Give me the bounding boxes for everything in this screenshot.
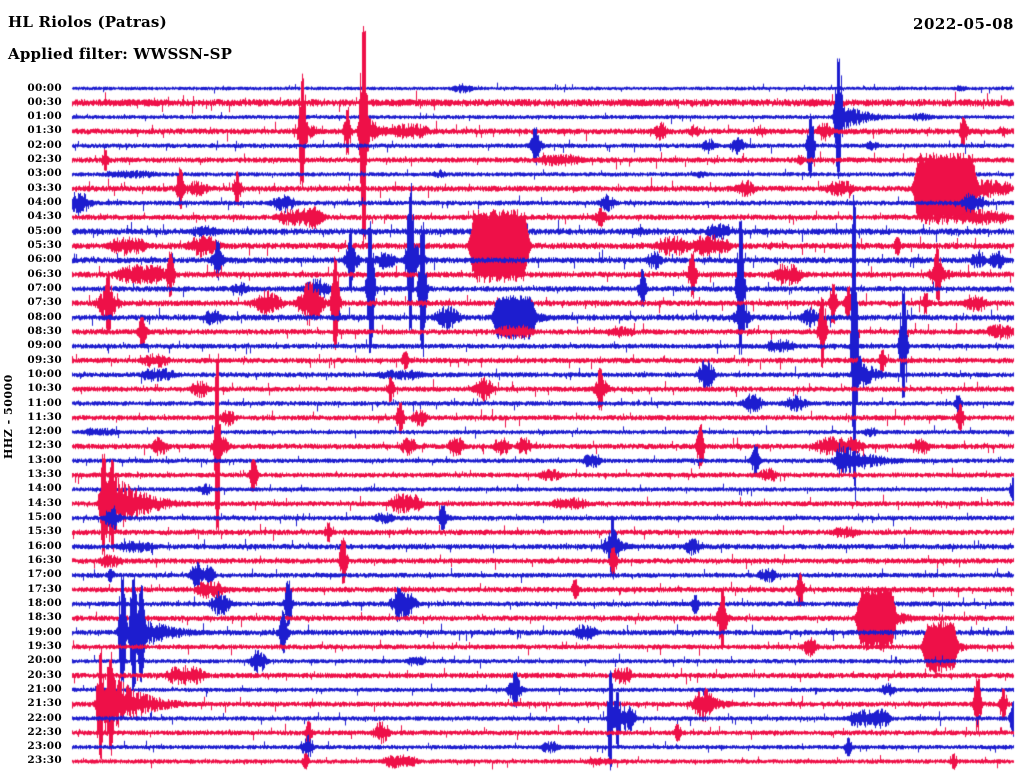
time-label: 14:00 xyxy=(27,482,62,495)
time-label: 05:00 xyxy=(27,224,62,237)
time-label: 19:30 xyxy=(27,639,62,652)
time-label: 13:00 xyxy=(27,453,62,466)
time-label: 02:30 xyxy=(27,153,62,166)
time-label: 02:00 xyxy=(27,138,62,151)
time-label: 00:30 xyxy=(27,95,62,108)
time-label: 21:00 xyxy=(27,682,62,695)
time-label: 21:30 xyxy=(27,697,62,710)
time-label: 04:00 xyxy=(27,196,62,209)
time-label: 18:00 xyxy=(27,596,62,609)
time-label: 20:00 xyxy=(27,654,62,667)
time-label: 01:30 xyxy=(27,124,62,137)
time-label: 15:00 xyxy=(27,511,62,524)
time-label: 03:30 xyxy=(27,181,62,194)
time-label: 20:30 xyxy=(27,668,62,681)
time-label: 00:00 xyxy=(27,81,62,94)
time-label: 15:30 xyxy=(27,525,62,538)
time-label: 13:30 xyxy=(27,468,62,481)
time-label: 23:00 xyxy=(27,740,62,753)
time-label: 16:00 xyxy=(27,539,62,552)
time-label: 22:00 xyxy=(27,711,62,724)
time-label: 19:00 xyxy=(27,625,62,638)
time-label: 08:30 xyxy=(27,324,62,337)
time-label: 17:00 xyxy=(27,568,62,581)
time-label: 10:30 xyxy=(27,382,62,395)
time-label: 17:30 xyxy=(27,582,62,595)
time-label: 10:00 xyxy=(27,367,62,380)
time-label: 22:30 xyxy=(27,725,62,738)
time-label: 06:00 xyxy=(27,253,62,266)
time-label: 07:30 xyxy=(27,296,62,309)
time-label: 16:30 xyxy=(27,554,62,567)
time-label: 08:00 xyxy=(27,310,62,323)
time-label: 12:30 xyxy=(27,439,62,452)
time-label: 12:00 xyxy=(27,425,62,438)
time-label: 05:30 xyxy=(27,239,62,251)
time-label: 06:30 xyxy=(27,267,62,280)
time-label: 04:30 xyxy=(27,210,62,223)
time-label: 09:00 xyxy=(27,339,62,352)
time-label: 03:00 xyxy=(27,167,62,180)
time-label: 11:00 xyxy=(27,396,62,409)
time-label: 18:30 xyxy=(27,611,62,624)
time-label: 09:30 xyxy=(27,353,62,366)
time-label: 01:00 xyxy=(27,110,62,123)
time-label: 23:30 xyxy=(27,754,62,767)
time-label: 07:00 xyxy=(27,281,62,294)
time-label: 11:30 xyxy=(27,410,62,423)
time-label: 14:30 xyxy=(27,496,62,509)
